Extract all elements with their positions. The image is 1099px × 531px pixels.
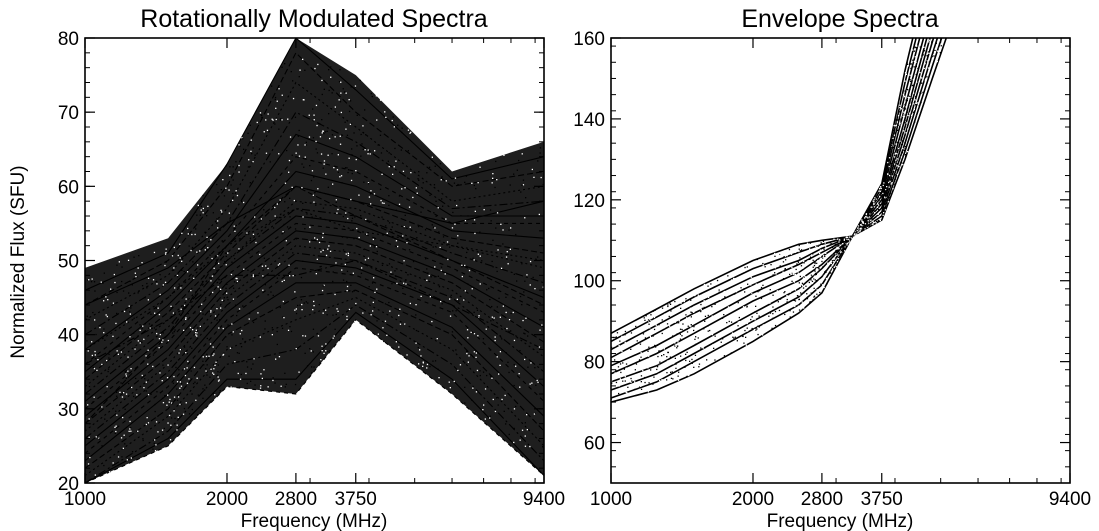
left-series-line-25 — [85, 185, 544, 425]
left-overplot-texture — [85, 58, 544, 476]
right-plot-content — [611, 38, 948, 403]
left-plot-ylabel: Normalized Flux (SFU) — [8, 165, 29, 358]
left-ytick-label-20: 20 — [58, 474, 79, 495]
left-series-line-0 — [85, 38, 544, 291]
left-series-line-23 — [85, 319, 544, 483]
left-xtick-label-3750: 3750 — [335, 489, 377, 510]
right-plot-xlabel: Frequency (MHz) — [767, 511, 914, 531]
left-plot-content — [85, 38, 544, 483]
left-series-line-14 — [85, 245, 544, 432]
left-xtick-label-2000: 2000 — [206, 489, 248, 510]
left-series-line-26 — [85, 207, 544, 350]
right-series-line-0 — [611, 38, 948, 335]
left-series-line-12 — [85, 230, 544, 417]
left-xtick-label-2800: 2800 — [275, 489, 317, 510]
left-series-line-11 — [85, 222, 544, 410]
right-plot-title: Envelope Spectra — [741, 5, 938, 33]
right-series-line-6 — [611, 38, 925, 383]
left-xtick-label-9400: 9400 — [523, 489, 565, 510]
left-series-line-18 — [85, 282, 544, 462]
right-ytick-label-160: 160 — [573, 29, 605, 50]
left-ytick-label-50: 50 — [58, 252, 79, 273]
left-series-line-21 — [85, 304, 544, 483]
right-ytick-label-140: 140 — [573, 110, 605, 131]
right-ytick-label-120: 120 — [573, 191, 605, 212]
right-ytick-label-100: 100 — [573, 272, 605, 293]
left-series-line-3 — [85, 111, 544, 336]
right-series-line-5 — [611, 38, 928, 375]
left-series-line-27 — [85, 259, 544, 365]
right-overplot-texture — [611, 38, 943, 400]
left-series-line-4 — [85, 133, 544, 350]
left-series-line-2 — [85, 81, 544, 321]
left-ytick-label-40: 40 — [58, 326, 79, 347]
left-series-line-1 — [85, 51, 544, 306]
right-xtick-label-3750: 3750 — [861, 489, 903, 510]
right-xtick-label-2000: 2000 — [732, 489, 774, 510]
left-ytick-label-70: 70 — [58, 103, 79, 124]
left-series-line-20 — [85, 296, 544, 477]
left-series-line-6 — [85, 170, 544, 373]
left-plot-axes: 1000 2000 2800 3750 9400 20 30 40 50 60 70 80 — [58, 29, 565, 510]
right-series-line-1 — [611, 38, 943, 343]
right-series-line-9 — [611, 38, 914, 403]
left-series-line-22 — [85, 311, 544, 483]
right-ytick-label-80: 80 — [584, 353, 605, 374]
left-series-line-17 — [85, 267, 544, 454]
right-ytick-label-60: 60 — [584, 434, 605, 455]
left-ytick-label-30: 30 — [58, 400, 79, 421]
left-series-line-19 — [85, 289, 544, 469]
left-xtick-label-1000: 1000 — [64, 489, 106, 510]
left-plot-xlabel: Frequency (MHz) — [241, 511, 388, 531]
right-xtick-label-2800: 2800 — [801, 489, 843, 510]
right-plot-axes: 1000 2000 2800 3750 9400 60 80 100 120 140 160 — [573, 29, 1091, 510]
right-series-line-7 — [611, 38, 921, 391]
left-series-line-7 — [85, 185, 544, 380]
left-spread-band — [85, 38, 544, 483]
left-ytick-label-80: 80 — [58, 29, 79, 50]
right-series-line-4 — [611, 38, 931, 367]
left-series-line-8 — [85, 200, 544, 388]
right-xtick-label-1000: 1000 — [590, 489, 632, 510]
right-xtick-label-9400: 9400 — [1049, 489, 1091, 510]
left-ytick-label-60: 60 — [58, 177, 79, 198]
right-series-line-2 — [611, 38, 939, 351]
left-plot-title: Rotationally Modulated Spectra — [140, 5, 488, 33]
right-plot-frame — [610, 37, 1071, 484]
